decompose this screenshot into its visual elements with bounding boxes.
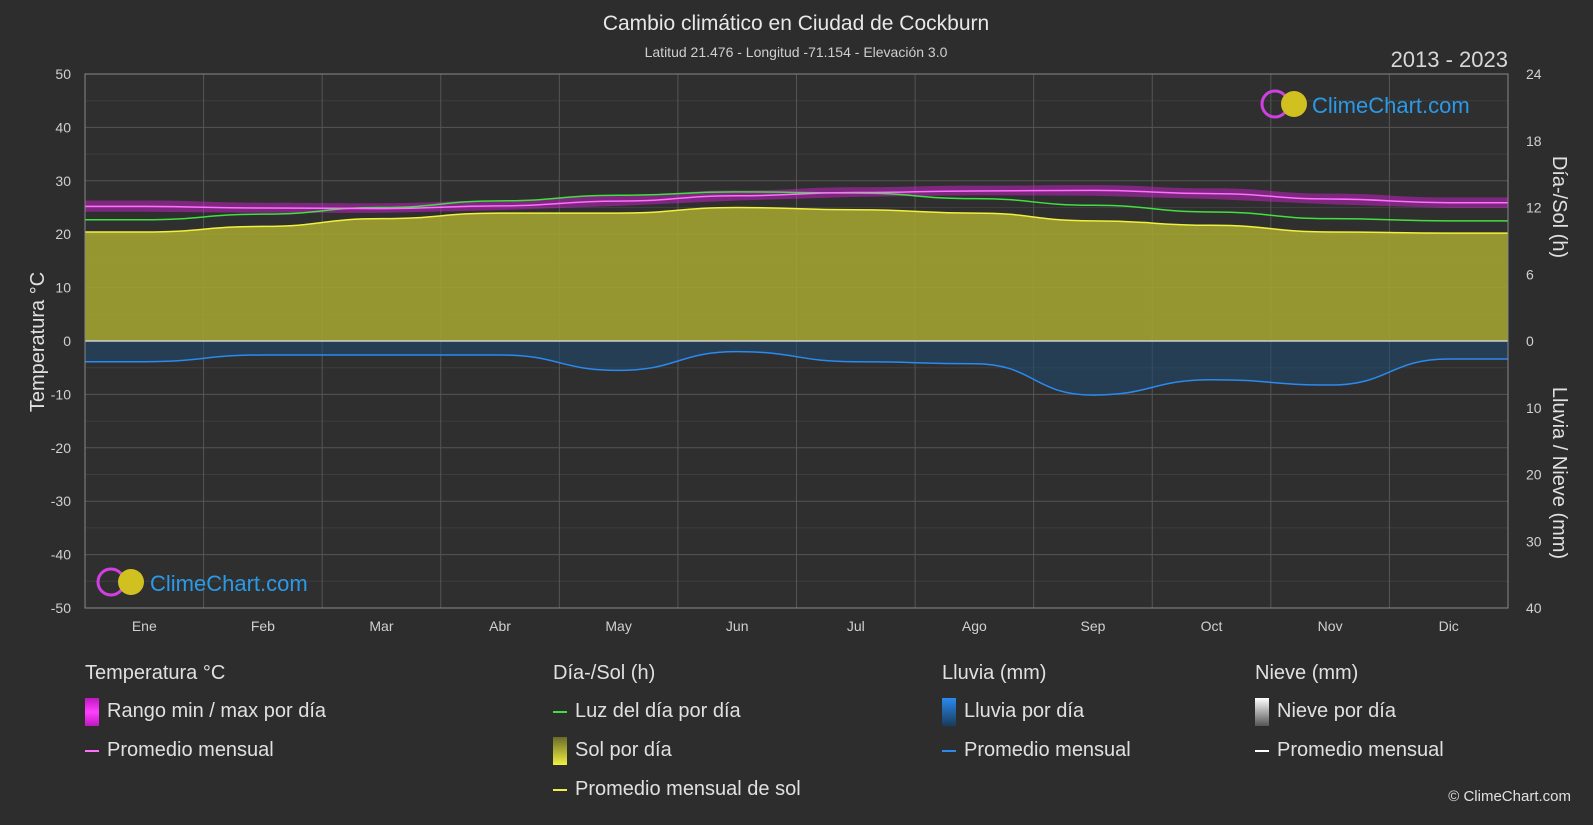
y-left-tick-label: 0 [63, 333, 71, 349]
brand-text: ClimeChart.com [1312, 93, 1470, 118]
y-left-tick-label: 50 [55, 66, 71, 82]
x-tick-label: Nov [1318, 618, 1343, 634]
rain-avg-line [85, 350, 1508, 396]
swatch-rain [942, 697, 956, 726]
y-right-top-label: Día-/Sol (h) [1548, 156, 1570, 258]
x-tick-label: Sep [1080, 618, 1105, 634]
x-tick-label: Ene [132, 618, 157, 634]
legend-rain: Lluvia (mm) Lluvia por día Promedio mens… [942, 662, 1131, 770]
sunshine-avg-line [84, 206, 1508, 234]
swatch-sun [553, 736, 567, 765]
legend-item: Lluvia por día [942, 692, 1131, 731]
legend-label: Sol por día [575, 739, 672, 761]
y-left-tick-label: 30 [55, 173, 71, 189]
y-right-bottom-tick-label: 40 [1526, 600, 1542, 616]
legend-label: Rango min / max por día [107, 700, 326, 722]
x-tick-label: Ago [962, 618, 987, 634]
y-left-tick-label: -10 [51, 386, 71, 402]
legend-label: Promedio mensual [107, 739, 274, 761]
legend-item: Promedio mensual [942, 731, 1131, 770]
brand-text: ClimeChart.com [150, 571, 308, 596]
legend-temperature: Temperatura °C Rango min / max por día P… [85, 662, 326, 770]
y-left-tick-label: -50 [51, 600, 71, 616]
y-left-tick-label: 40 [55, 119, 71, 135]
daylight-line [84, 191, 1508, 222]
x-tick-label: Jun [726, 618, 749, 634]
legend-title: Lluvia (mm) [942, 662, 1047, 684]
logo-sun-icon [1281, 91, 1307, 117]
legend-item: Sol por día [553, 731, 801, 770]
swatch-sun-avg [553, 788, 567, 791]
axes: 50 40 30 20 10 0 -10 -20 -30 -40 -50 24 18 12 6 0 10 20 30… [51, 66, 1542, 634]
y-right-bottom-tick-label: 20 [1526, 467, 1542, 483]
y-right-top-tick-label: 0 [1526, 333, 1534, 349]
x-tick-label: May [605, 618, 631, 634]
swatch-snow-avg [1255, 749, 1269, 752]
y-right-bottom-tick-label: 30 [1526, 533, 1542, 549]
y-right-bottom-label: Lluvia / Nieve (mm) [1548, 387, 1570, 559]
y-left-tick-label: -20 [51, 440, 71, 456]
swatch-temp-avg [85, 749, 99, 752]
x-tick-label: Oct [1201, 618, 1223, 634]
sunshine-fill [85, 207, 1508, 341]
brand-logo-top[interactable]: ClimeChart.com [1260, 89, 1470, 119]
swatch-rain-avg [942, 749, 956, 752]
legend-label: Promedio mensual [1277, 739, 1444, 761]
y-left-tick-label: 10 [55, 280, 71, 296]
y-left-tick-label: 20 [55, 226, 71, 242]
legend-item: Promedio mensual de sol [553, 770, 801, 809]
y-right-top-tick-label: 18 [1526, 133, 1542, 149]
legend-snow: Nieve (mm) Nieve por día Promedio mensua… [1255, 662, 1444, 770]
x-tick-label: Abr [489, 618, 511, 634]
y-right-bottom-tick-label: 10 [1526, 400, 1542, 416]
y-right-top-tick-label: 12 [1526, 200, 1542, 216]
legend-label: Promedio mensual de sol [575, 778, 801, 800]
copyright: © ClimeChart.com [1448, 788, 1571, 805]
legend-label: Luz del día por día [575, 700, 741, 722]
swatch-daylight [553, 710, 567, 713]
sunshine-area [85, 207, 1508, 341]
legend-sun: Día-/Sol (h) Luz del día por día Sol por… [553, 662, 801, 809]
legend-item: Luz del día por día [553, 692, 801, 731]
legend-item: Promedio mensual [85, 731, 326, 770]
year-range: 2013 - 2023 [1391, 47, 1508, 72]
y-right-top-tick-label: 24 [1526, 66, 1542, 82]
legend-label: Promedio mensual [964, 739, 1131, 761]
y-left-tick-label: -40 [51, 547, 71, 563]
logo-sun-icon [118, 569, 144, 595]
plot-border [84, 73, 1509, 609]
legend-item: Rango min / max por día [85, 692, 326, 731]
temperature-avg-line [85, 189, 1508, 210]
legend-title: Nieve (mm) [1255, 662, 1359, 684]
series-lines [84, 189, 1508, 396]
chart-title: Cambio climático en Ciudad de Cockburn [603, 12, 989, 35]
legend-title: Día-/Sol (h) [553, 662, 656, 684]
y-left-label: Temperatura °C [27, 272, 49, 412]
y-left-tick-label: -30 [51, 493, 71, 509]
x-tick-label: Mar [369, 618, 393, 634]
swatch-snow [1255, 697, 1269, 726]
legend-label: Nieve por día [1277, 700, 1396, 722]
x-tick-label: Feb [251, 618, 275, 634]
legend-label: Lluvia por día [964, 700, 1085, 722]
y-right-top-tick-label: 6 [1526, 266, 1534, 282]
legend-item: Promedio mensual [1255, 731, 1444, 770]
swatch-temp-range [85, 697, 99, 726]
legend-item: Nieve por día [1255, 692, 1444, 731]
x-tick-label: Jul [847, 618, 865, 634]
x-tick-label: Dic [1439, 618, 1459, 634]
brand-logo-bottom[interactable]: ClimeChart.com [96, 567, 308, 597]
chart-subtitle: Latitud 21.476 - Longitud -71.154 - Elev… [645, 44, 948, 60]
legend-title: Temperatura °C [85, 662, 226, 684]
